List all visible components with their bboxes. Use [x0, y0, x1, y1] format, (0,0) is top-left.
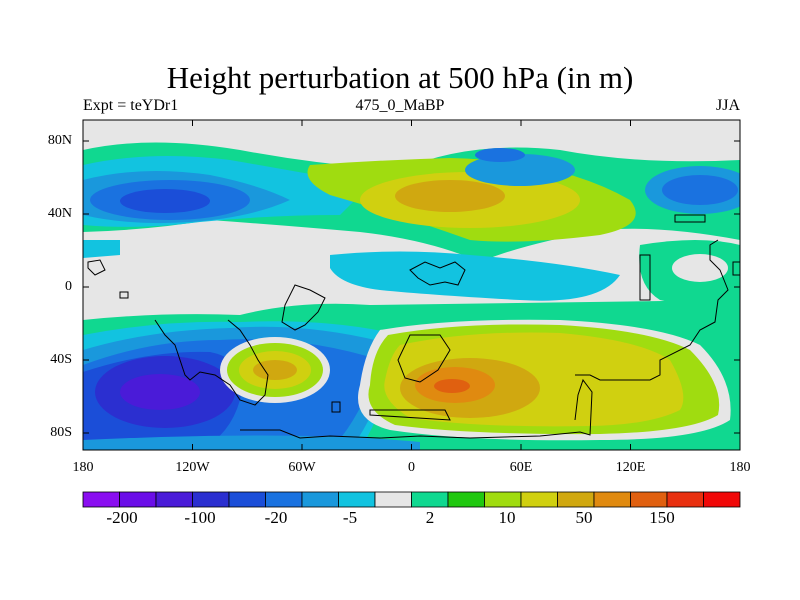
colorbar-label: 150 [649, 508, 675, 527]
y-tick-label: 80S [50, 425, 72, 440]
colorbar-swatch [593, 491, 631, 508]
colorbar-label: -200 [106, 508, 138, 527]
colorbar-swatch [520, 491, 558, 508]
colorbar-swatch [374, 491, 412, 508]
colorbar-swatch [228, 491, 266, 508]
x-tick-label: 0 [408, 460, 415, 475]
colorbar-label: 2 [425, 508, 435, 527]
x-tick-label: 60E [509, 460, 533, 475]
y-tick-label: 40N [47, 206, 72, 221]
colorbar-swatch [119, 491, 157, 508]
colorbar-swatch [484, 491, 522, 508]
x-tick-label: 180 [729, 460, 751, 475]
y-tick-label: 40S [50, 352, 72, 367]
colorbar-label: -100 [184, 508, 216, 527]
colorbar-label: 50 [575, 508, 593, 527]
x-tick-label: 120W [175, 460, 210, 475]
experiment-label: Expt = teYDr1 [83, 97, 179, 114]
x-tick-label: 120E [615, 460, 646, 475]
y-tick-label: 0 [65, 279, 72, 294]
colorbar-swatch [301, 491, 339, 508]
colorbar-swatch [630, 491, 668, 508]
colorbar-swatch [557, 491, 595, 508]
period-label: 475_0_MaBP [355, 97, 445, 114]
height-field [83, 120, 740, 450]
map-title: Height perturbation at 500 hPa (in m) [166, 60, 634, 95]
colorbar-swatch [192, 491, 230, 508]
colorbar-swatch [703, 491, 741, 508]
continent-outlines [87, 214, 741, 439]
colorbar-swatch [265, 491, 303, 508]
colorbar-label: 10 [498, 508, 516, 527]
colorbar-swatch [338, 491, 376, 508]
colorbar-swatch [411, 491, 449, 508]
colorbar-swatch [666, 491, 704, 508]
x-tick-label: 180 [72, 460, 94, 475]
colorbar-swatch [155, 491, 193, 508]
x-tick-label: 60W [288, 460, 316, 475]
colorbar-label: -20 [264, 508, 288, 527]
axis-ticks [83, 120, 740, 450]
colorbar-swatch [447, 491, 485, 508]
colorbar [82, 491, 741, 508]
season-label: JJA [715, 97, 740, 114]
colorbar-label: -5 [342, 508, 358, 527]
colorbar-swatch [82, 491, 120, 508]
y-tick-label: 80N [47, 133, 72, 148]
